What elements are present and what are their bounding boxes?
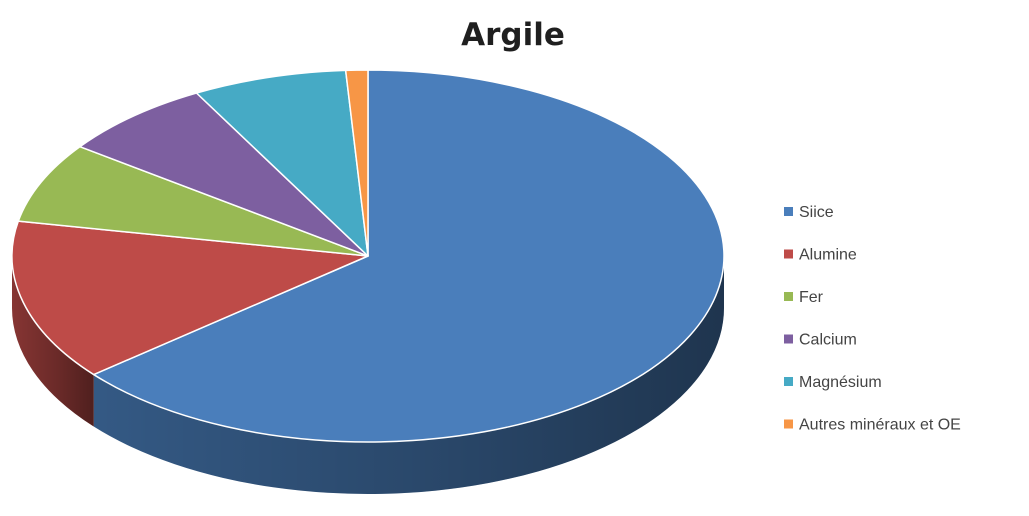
pie-slice-magnesium	[195, 69, 369, 257]
legend-label-magnesium: Magnésium	[799, 374, 882, 391]
legend-label-calcium: Calcium	[799, 332, 857, 349]
legend-label-fer: Fer	[799, 289, 824, 306]
pie-slice-siice	[92, 69, 725, 443]
legend-swatch-siice	[784, 207, 793, 216]
legend-swatch-fer	[784, 292, 793, 301]
legend: Siice Alumine Fer Calcium Magnésium Autres mi…	[784, 204, 961, 434]
legend-swatch-alumine	[784, 249, 793, 259]
pie-side-siice-shading	[93, 256, 725, 494]
pie-top-faces	[11, 69, 725, 443]
legend-label-alumine: Alumine	[799, 247, 857, 264]
legend-swatch-magnesium	[784, 377, 793, 386]
pie-slice-alumine	[11, 220, 369, 376]
pie-side-walls	[12, 256, 725, 494]
legend-swatch-calcium	[784, 334, 793, 344]
pie-side-alumine-shading	[12, 256, 94, 427]
pie-slice-calcium	[79, 92, 369, 257]
legend-label-autres-mineraux-et-oe: Autres minéraux et OE	[799, 417, 961, 434]
chart-title: Argile	[461, 17, 565, 53]
pie-slice-autres-mineraux-et-oe	[344, 69, 369, 257]
pie-slice-fer	[17, 145, 369, 257]
legend-label-siice: Siice	[799, 204, 834, 221]
legend-swatch-autres-mineraux-et-oe	[784, 419, 793, 429]
